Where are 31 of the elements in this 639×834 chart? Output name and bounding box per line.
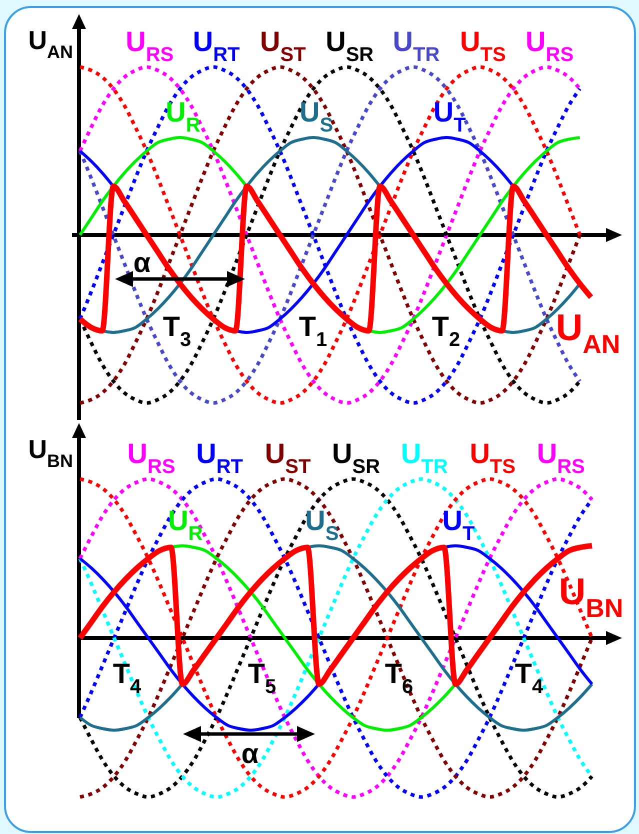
annotation: T$_{4}$	[514, 658, 544, 698]
series-label: U$_{TR}$	[400, 438, 448, 478]
series-label: U$_{RS}$	[536, 438, 585, 478]
series-label: U$_{S}$	[299, 96, 334, 137]
series-label: U$_{BN}$	[558, 570, 624, 624]
series-label: U$_{ST}$	[260, 26, 306, 66]
annotation: T$_{3}$	[162, 311, 192, 352]
series-label: U$_{SR}$	[332, 438, 381, 478]
text: U$_{RS}$	[126, 26, 174, 66]
series-label: U$_{SR}$	[326, 26, 374, 66]
series-label: U$_{T}$	[433, 96, 466, 137]
series-label: U$_{TR}$	[392, 26, 440, 66]
annotation: α	[133, 247, 151, 278]
annotation: T$_{4}$	[112, 658, 142, 698]
series-label: U$_{TS}$	[470, 438, 516, 478]
series-label: U$_{RT}$	[192, 26, 240, 66]
text: U$_{RS}$	[127, 438, 176, 478]
series-label: U$_{S}$	[305, 504, 339, 545]
y-axis-title: U$_{BN}$	[28, 434, 73, 472]
series-label: U$_{R}$	[166, 96, 201, 137]
series-label: U$_{RS}$	[526, 26, 574, 66]
series-label: U$_{AN}$	[556, 307, 620, 360]
series-label: U$_{R}$	[168, 504, 204, 545]
series-label: U$_{T}$	[442, 504, 475, 545]
series-label: U$_{RT}$	[196, 438, 243, 478]
series-label: U$_{TS}$	[460, 26, 506, 66]
annotation: T$_{2}$	[432, 311, 460, 352]
annotation: α	[241, 738, 259, 769]
annotation: T$_{1}$	[298, 311, 328, 352]
y-axis-title: U$_{AN}$	[28, 25, 73, 62]
series-label: U$_{ST}$	[264, 438, 311, 478]
